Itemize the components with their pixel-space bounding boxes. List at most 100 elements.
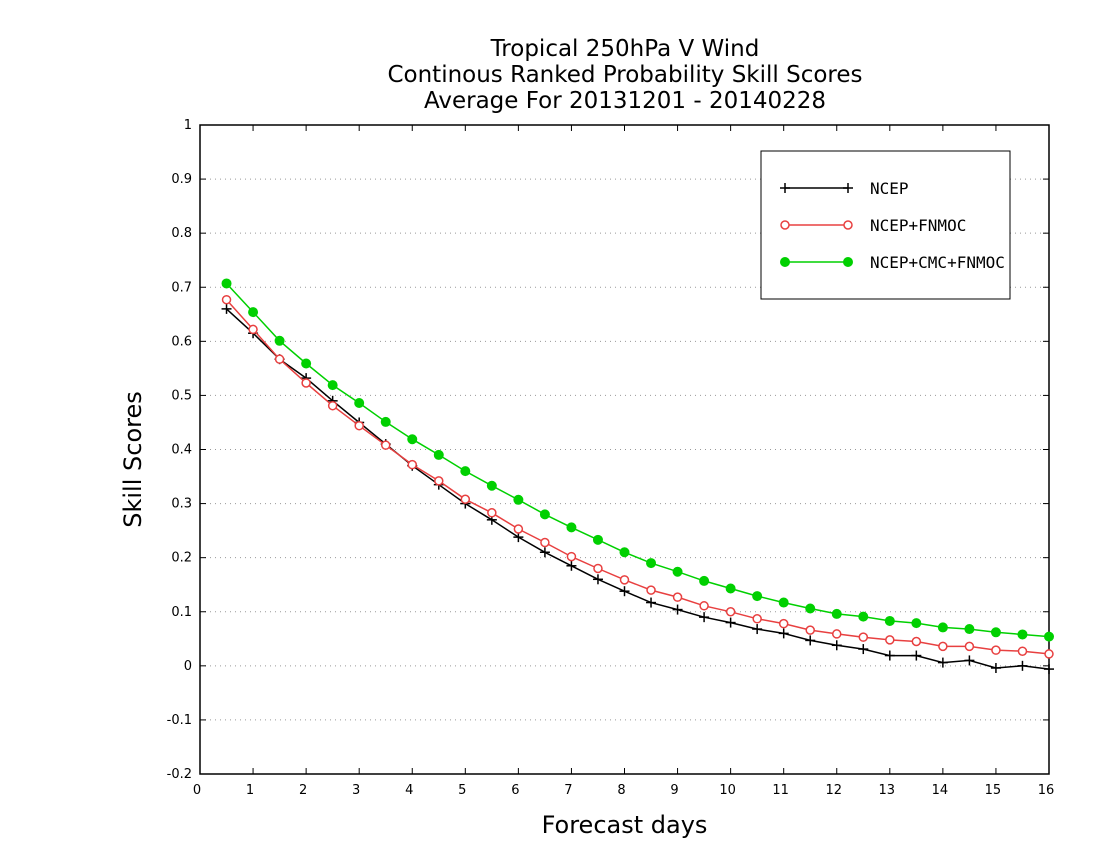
data-point (513, 524, 524, 534)
series-line (225, 282, 1050, 638)
data-point (566, 560, 577, 571)
data-point (1017, 660, 1028, 671)
data-point (513, 494, 524, 505)
data-point (937, 622, 948, 633)
x-tick-label: 2 (299, 783, 307, 798)
data-point (1044, 631, 1054, 642)
legend-marker (780, 220, 790, 230)
data-point (460, 466, 471, 477)
y-tick-label: 0 (184, 659, 192, 674)
data-point (619, 575, 630, 585)
data-point (1044, 664, 1054, 675)
data-point (805, 603, 816, 614)
data-point (592, 574, 603, 585)
series-ncep-cmc-fnmoc (221, 278, 1054, 642)
data-point (699, 612, 710, 623)
y-tick-label: 1 (184, 118, 192, 133)
data-point (354, 420, 364, 431)
legend-item: NCEP+CMC+FNMOC (780, 253, 1005, 272)
data-point (1017, 646, 1028, 656)
data-point (460, 494, 471, 505)
data-point (805, 625, 815, 635)
data-point (699, 575, 710, 586)
y-tick-label: 0.2 (171, 551, 192, 566)
data-point (619, 547, 630, 558)
data-point (513, 532, 524, 543)
data-point (831, 608, 842, 619)
data-point (221, 303, 232, 314)
data-point (938, 641, 948, 652)
data-point (858, 632, 869, 642)
x-tick-label: 7 (564, 783, 572, 798)
data-point (221, 278, 232, 289)
legend-label: NCEP+FNMOC (870, 216, 966, 235)
data-point (221, 294, 232, 305)
y-axis-label: Skill Scores (119, 391, 147, 528)
data-point (248, 324, 258, 335)
x-tick-label: 9 (670, 783, 678, 798)
data-point (327, 400, 338, 411)
y-tick-label: 0.3 (171, 497, 192, 512)
data-point (1044, 649, 1054, 659)
data-point (752, 591, 763, 602)
data-point (672, 604, 683, 615)
y-axis: -0.2 -0.1 0 0.1 0.2 0.3 0.4 0.5 0.6 0.7 0.8 0.9 1 (167, 118, 1049, 782)
data-point (911, 618, 922, 629)
data-point (327, 380, 338, 391)
data-point (991, 645, 1001, 655)
data-point (725, 617, 736, 628)
data-point (646, 597, 657, 608)
series-ncep (221, 303, 1054, 675)
data-point (407, 459, 417, 470)
data-point (805, 635, 816, 646)
legend-item: NCEP+FNMOC (780, 216, 966, 235)
x-tick-label: 13 (879, 783, 896, 798)
x-tick-label: 8 (617, 783, 625, 798)
data-point (434, 476, 444, 486)
data-point (274, 335, 285, 346)
data-point (540, 537, 550, 548)
series-line (225, 308, 1050, 670)
data-point (566, 522, 577, 533)
data-point (990, 662, 1001, 673)
x-axis: 0 1 2 3 4 5 6 7 8 9 10 11 12 13 14 15 16 (193, 125, 1054, 798)
legend-marker (843, 220, 853, 230)
y-tick-label: 0.1 (171, 605, 192, 620)
data-point (380, 416, 391, 427)
y-tick-label: 0.8 (171, 226, 192, 241)
data-point (964, 655, 975, 666)
data-point (778, 618, 789, 629)
series-ncep-fnmoc (221, 294, 1054, 659)
y-tick-label: 0.7 (171, 280, 192, 295)
data-point (301, 358, 312, 369)
data-point (1017, 629, 1028, 640)
data-point (539, 547, 550, 558)
data-point (646, 558, 657, 569)
legend-marker (843, 257, 853, 267)
legend: NCEP NCEP+FNMOC NCEP+CMC+FNMOC (760, 150, 1011, 300)
legend-label: NCEP+CMC+FNMOC (870, 253, 1005, 272)
x-tick-label: 4 (405, 783, 413, 798)
data-point (778, 597, 789, 608)
x-tick-label: 5 (458, 783, 466, 798)
legend-marker (843, 183, 853, 193)
data-point (752, 614, 762, 624)
y-tick-label: 0.6 (171, 334, 192, 349)
series-layer (221, 278, 1054, 675)
data-point (831, 640, 842, 651)
x-tick-label: 6 (511, 783, 519, 798)
data-point (487, 508, 497, 518)
data-point (725, 583, 736, 594)
legend-item: NCEP (780, 179, 909, 198)
x-tick-label: 3 (352, 783, 360, 798)
data-point (248, 307, 259, 318)
chart-title-line-1: Tropical 250hPa V Wind (490, 36, 760, 62)
data-point (301, 378, 311, 388)
y-tick-label: 0.9 (171, 172, 192, 187)
x-tick-label: 1 (246, 783, 254, 798)
data-point (699, 601, 709, 611)
data-point (911, 650, 922, 661)
x-tick-label: 11 (772, 783, 789, 798)
data-point (646, 585, 656, 595)
